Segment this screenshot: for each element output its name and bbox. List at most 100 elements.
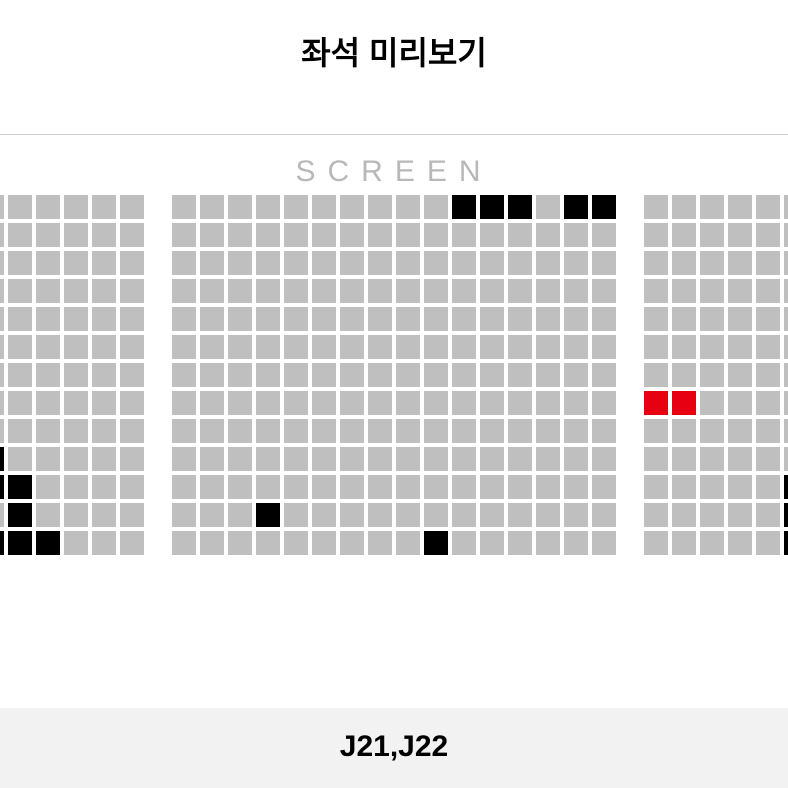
seat[interactable]: [644, 503, 668, 527]
seat[interactable]: [92, 195, 116, 219]
seat[interactable]: [396, 279, 420, 303]
seat[interactable]: [36, 279, 60, 303]
seat[interactable]: [284, 419, 308, 443]
seat[interactable]: [564, 251, 588, 275]
seat[interactable]: [36, 307, 60, 331]
seat[interactable]: [36, 475, 60, 499]
seat[interactable]: [64, 391, 88, 415]
seat[interactable]: [644, 419, 668, 443]
seat[interactable]: [120, 419, 144, 443]
seat[interactable]: [64, 251, 88, 275]
seat[interactable]: [256, 419, 280, 443]
seat[interactable]: [64, 223, 88, 247]
seat[interactable]: [756, 279, 780, 303]
seat[interactable]: [200, 363, 224, 387]
seat[interactable]: [784, 195, 788, 219]
seat[interactable]: [564, 447, 588, 471]
seat[interactable]: [36, 419, 60, 443]
seat[interactable]: [36, 223, 60, 247]
seat[interactable]: [564, 475, 588, 499]
seat[interactable]: [784, 419, 788, 443]
seat[interactable]: [172, 335, 196, 359]
seat[interactable]: [36, 503, 60, 527]
seat[interactable]: [396, 195, 420, 219]
seat[interactable]: [0, 503, 4, 527]
seat[interactable]: [700, 363, 724, 387]
seat[interactable]: [200, 531, 224, 555]
seat[interactable]: [672, 475, 696, 499]
seat[interactable]: [756, 391, 780, 415]
seat[interactable]: [728, 419, 752, 443]
seat[interactable]: [700, 475, 724, 499]
seat[interactable]: [564, 223, 588, 247]
seat[interactable]: [784, 363, 788, 387]
seat[interactable]: [452, 447, 476, 471]
seat[interactable]: [200, 307, 224, 331]
seat[interactable]: [756, 307, 780, 331]
seat[interactable]: [728, 335, 752, 359]
seat[interactable]: [728, 223, 752, 247]
seat[interactable]: [536, 307, 560, 331]
seat[interactable]: [340, 391, 364, 415]
seat[interactable]: [672, 447, 696, 471]
seat[interactable]: [784, 335, 788, 359]
seat[interactable]: [312, 195, 336, 219]
seat[interactable]: [480, 223, 504, 247]
seat[interactable]: [424, 363, 448, 387]
seat[interactable]: [256, 251, 280, 275]
seat[interactable]: [256, 307, 280, 331]
seat[interactable]: [172, 279, 196, 303]
seat[interactable]: [644, 307, 668, 331]
seat[interactable]: [672, 307, 696, 331]
seat[interactable]: [312, 391, 336, 415]
seat[interactable]: [92, 223, 116, 247]
seat[interactable]: [672, 223, 696, 247]
seat[interactable]: [508, 307, 532, 331]
seat[interactable]: [480, 335, 504, 359]
seat[interactable]: [756, 223, 780, 247]
seat[interactable]: [700, 279, 724, 303]
seat[interactable]: [368, 391, 392, 415]
seat[interactable]: [756, 419, 780, 443]
seat[interactable]: [672, 363, 696, 387]
seat[interactable]: [92, 531, 116, 555]
seat[interactable]: [368, 531, 392, 555]
seat[interactable]: [228, 223, 252, 247]
seat[interactable]: [508, 475, 532, 499]
seat[interactable]: [424, 447, 448, 471]
seat[interactable]: [284, 531, 308, 555]
seat[interactable]: [340, 251, 364, 275]
seat[interactable]: [200, 335, 224, 359]
seat[interactable]: [64, 307, 88, 331]
seat[interactable]: [312, 419, 336, 443]
seat[interactable]: [284, 447, 308, 471]
seat[interactable]: [228, 279, 252, 303]
seat[interactable]: [340, 503, 364, 527]
seat[interactable]: [396, 363, 420, 387]
seat[interactable]: [92, 307, 116, 331]
seat[interactable]: [200, 419, 224, 443]
seat[interactable]: [756, 447, 780, 471]
seat[interactable]: [312, 223, 336, 247]
seat[interactable]: [64, 419, 88, 443]
seat[interactable]: [592, 223, 616, 247]
seat[interactable]: [784, 307, 788, 331]
seat[interactable]: [312, 279, 336, 303]
seat[interactable]: [396, 447, 420, 471]
seat[interactable]: [480, 503, 504, 527]
seat[interactable]: [340, 475, 364, 499]
seat[interactable]: [700, 335, 724, 359]
seat[interactable]: [256, 447, 280, 471]
seat[interactable]: [284, 335, 308, 359]
seat[interactable]: [340, 363, 364, 387]
seat[interactable]: [64, 475, 88, 499]
seat[interactable]: [228, 251, 252, 275]
seat[interactable]: [228, 419, 252, 443]
seat[interactable]: [256, 363, 280, 387]
seat[interactable]: [536, 195, 560, 219]
seat[interactable]: [172, 363, 196, 387]
seat[interactable]: [36, 335, 60, 359]
seat[interactable]: [756, 531, 780, 555]
seat[interactable]: [92, 503, 116, 527]
seat[interactable]: [284, 223, 308, 247]
